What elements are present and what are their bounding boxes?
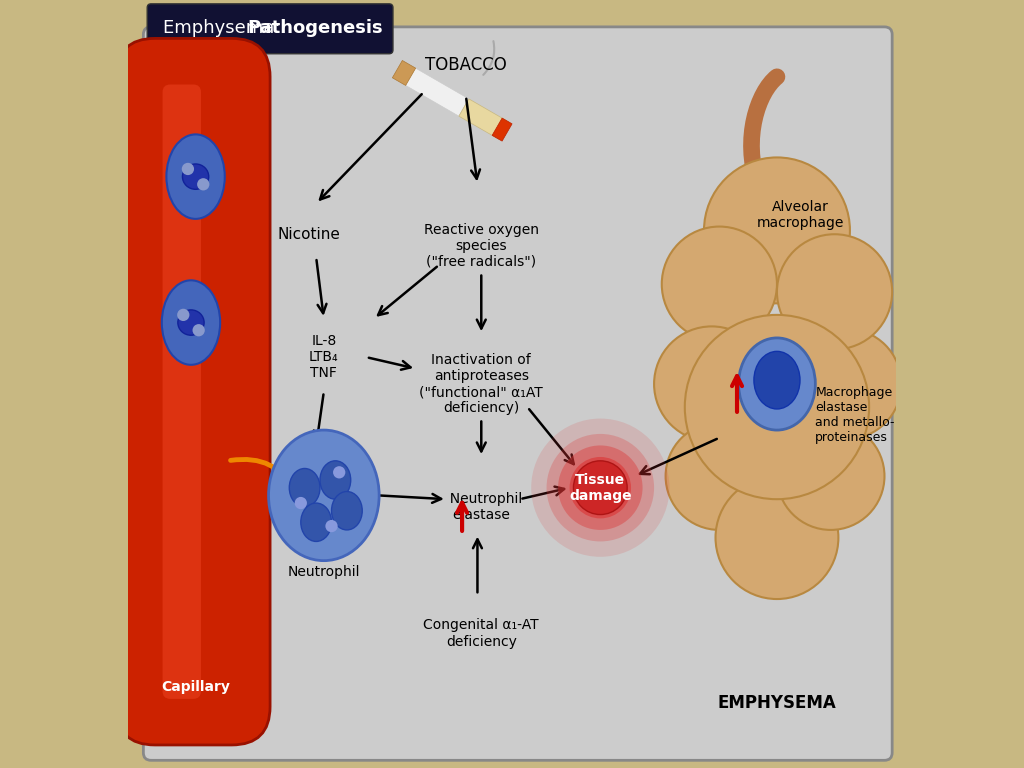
Text: EMPHYSEMA: EMPHYSEMA [718, 694, 837, 712]
Text: Neutrophil: Neutrophil [288, 565, 360, 579]
Circle shape [531, 419, 670, 557]
Bar [459, 99, 509, 139]
Text: Neutrophil
elastase: Neutrophil elastase [440, 492, 522, 522]
FancyBboxPatch shape [143, 27, 892, 760]
Bar [493, 118, 512, 141]
Text: Congenital α₁-AT
deficiency: Congenital α₁-AT deficiency [424, 618, 539, 649]
Circle shape [654, 326, 769, 442]
Ellipse shape [162, 280, 220, 365]
FancyBboxPatch shape [163, 84, 201, 699]
Ellipse shape [301, 503, 332, 541]
Ellipse shape [754, 351, 800, 409]
Circle shape [333, 466, 345, 478]
FancyBboxPatch shape [147, 4, 393, 54]
Text: Capillary: Capillary [161, 680, 230, 694]
FancyBboxPatch shape [117, 38, 270, 745]
Circle shape [295, 497, 307, 509]
Text: Inactivation of
antiproteases
("functional" α₁AT
deficiency): Inactivation of antiproteases ("function… [420, 353, 543, 415]
Bar [392, 61, 469, 116]
Circle shape [705, 157, 850, 303]
Text: Tissue
damage: Tissue damage [569, 472, 632, 503]
Bar [392, 61, 416, 85]
Ellipse shape [268, 430, 379, 561]
Circle shape [569, 457, 631, 518]
Text: Emphysema:: Emphysema: [163, 19, 286, 38]
Circle shape [573, 461, 627, 515]
Ellipse shape [178, 310, 204, 336]
Text: TOBACCO: TOBACCO [425, 56, 507, 74]
Ellipse shape [319, 461, 350, 499]
Circle shape [662, 227, 777, 342]
Ellipse shape [166, 134, 225, 219]
Text: Reactive oxygen
species
("free radicals"): Reactive oxygen species ("free radicals"… [424, 223, 539, 269]
Circle shape [547, 434, 654, 541]
Text: IL-8
LTB₄
TNF: IL-8 LTB₄ TNF [309, 334, 339, 380]
Circle shape [182, 163, 195, 175]
Text: Nicotine: Nicotine [278, 227, 340, 242]
Circle shape [791, 329, 901, 439]
Circle shape [326, 520, 338, 532]
Text: Macrophage
elastase
and metallo-
proteinases: Macrophage elastase and metallo- protein… [815, 386, 895, 444]
Circle shape [777, 422, 885, 530]
Text: Alveolar
macrophage: Alveolar macrophage [757, 200, 844, 230]
Circle shape [558, 445, 643, 530]
Ellipse shape [332, 492, 362, 530]
Circle shape [777, 234, 892, 349]
Circle shape [193, 324, 205, 336]
Ellipse shape [738, 338, 815, 430]
Ellipse shape [289, 468, 319, 507]
Circle shape [197, 178, 210, 190]
Circle shape [716, 476, 839, 599]
Ellipse shape [182, 164, 209, 190]
Circle shape [666, 422, 773, 530]
Circle shape [685, 315, 869, 499]
Text: Pathogenesis: Pathogenesis [247, 19, 383, 38]
Circle shape [177, 309, 189, 321]
